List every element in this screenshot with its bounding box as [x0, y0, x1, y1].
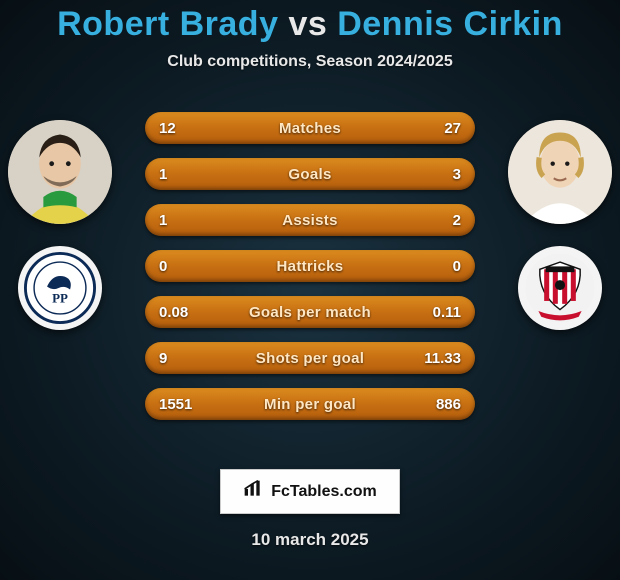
stat-label: Goals — [288, 166, 331, 183]
stat-left-value: 1 — [159, 212, 209, 229]
date-label: 10 march 2025 — [0, 530, 620, 550]
brand-badge: FcTables.com — [220, 469, 400, 514]
stat-label: Matches — [279, 120, 341, 137]
stat-right-value: 0 — [411, 258, 461, 275]
stat-row-hattricks: 0 Hattricks 0 — [145, 250, 475, 282]
stats-panel: 12 Matches 27 1 Goals 3 1 Assists 2 0 Ha… — [0, 112, 620, 434]
stat-label: Shots per goal — [256, 350, 364, 367]
comparison-title: Robert Brady vs Dennis Cirkin — [0, 0, 620, 43]
stat-row-goals: 1 Goals 3 — [145, 158, 475, 190]
stat-left-value: 0 — [159, 258, 209, 275]
stat-row-matches: 12 Matches 27 — [145, 112, 475, 144]
stat-left-value: 0.08 — [159, 304, 209, 321]
player1-name: Robert Brady — [57, 5, 278, 43]
stat-row-shots-per-goal: 9 Shots per goal 11.33 — [145, 342, 475, 374]
stat-left-value: 1 — [159, 166, 209, 183]
stat-left-value: 1551 — [159, 396, 209, 413]
stat-label: Assists — [282, 212, 337, 229]
stat-label: Min per goal — [264, 396, 356, 413]
brand-label: FcTables.com — [271, 483, 377, 501]
stat-right-value: 11.33 — [411, 350, 461, 367]
stat-row-assists: 1 Assists 2 — [145, 204, 475, 236]
stat-label: Hattricks — [277, 258, 344, 275]
stat-right-value: 3 — [411, 166, 461, 183]
stat-left-value: 12 — [159, 120, 209, 137]
stat-row-goals-per-match: 0.08 Goals per match 0.11 — [145, 296, 475, 328]
stat-right-value: 27 — [411, 120, 461, 137]
stat-right-value: 2 — [411, 212, 461, 229]
subtitle: Club competitions, Season 2024/2025 — [0, 53, 620, 71]
stat-right-value: 886 — [411, 396, 461, 413]
player2-name: Dennis Cirkin — [337, 5, 563, 43]
stat-left-value: 9 — [159, 350, 209, 367]
stat-label: Goals per match — [249, 304, 371, 321]
footer: FcTables.com 10 march 2025 — [0, 469, 620, 550]
vs-label: vs — [288, 5, 327, 43]
stats-bars: 12 Matches 27 1 Goals 3 1 Assists 2 0 Ha… — [145, 112, 475, 434]
stat-row-min-per-goal: 1551 Min per goal 886 — [145, 388, 475, 420]
stat-right-value: 0.11 — [411, 304, 461, 321]
chart-icon — [243, 480, 263, 503]
